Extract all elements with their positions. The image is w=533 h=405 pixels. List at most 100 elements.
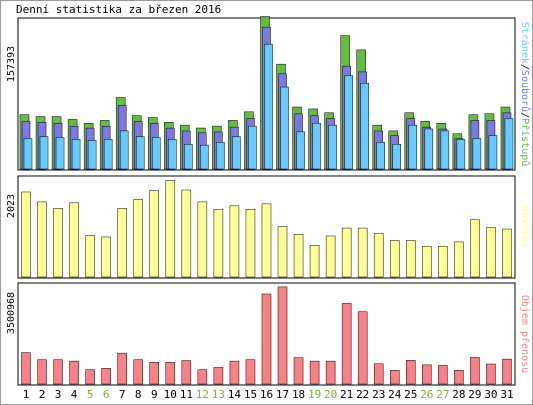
x-tick-label-19: 19 <box>308 388 321 401</box>
legend-Souborů: Souborů <box>519 70 531 112</box>
x-tick-label-14: 14 <box>228 388 242 401</box>
x-tick-label-4: 4 <box>71 388 78 401</box>
volume-bar-1 <box>21 352 31 385</box>
visits-bar-14 <box>229 205 240 278</box>
x-tick-label-1: 1 <box>23 388 30 401</box>
hits-bar-Stránek-22 <box>360 82 369 170</box>
volume-bar-2 <box>37 359 47 385</box>
volume-bar-11 <box>181 360 192 385</box>
hits-bar-Stránek-3 <box>55 137 65 170</box>
visits-bar-28 <box>454 241 464 278</box>
volume-bar-13 <box>213 367 224 385</box>
visits-bar-19 <box>309 245 320 278</box>
volume-bar-27 <box>438 365 448 385</box>
x-tick-label-11: 11 <box>180 388 193 401</box>
x-tick-label-10: 10 <box>164 388 177 401</box>
visits-legend: Návštěv <box>519 206 531 248</box>
legend-separator: / <box>519 112 530 118</box>
volume-bar-18 <box>293 357 304 385</box>
visits-bar-27 <box>438 246 448 278</box>
x-tick-label-22: 22 <box>356 388 369 401</box>
x-tick-label-5: 5 <box>87 388 94 401</box>
x-tick-label-25: 25 <box>404 388 417 401</box>
hits-bar-Stránek-11 <box>184 143 193 170</box>
hits-bar-Stránek-16 <box>264 43 273 170</box>
hits-legend: Stránek/Souborů/Přístupů <box>519 22 531 167</box>
hits-bar-Stránek-14 <box>232 136 241 170</box>
visits-bar-8 <box>133 199 143 278</box>
visits-bar-24 <box>389 240 400 278</box>
hits-bar-Stránek-4 <box>71 139 81 170</box>
visits-bar-25 <box>406 240 416 278</box>
x-tick-label-16: 16 <box>260 388 273 401</box>
visits-bar-22 <box>357 227 368 278</box>
x-tick-label-9: 9 <box>151 388 158 401</box>
x-tick-label-2: 2 <box>39 388 46 401</box>
hits-bar-Stránek-17 <box>280 86 289 170</box>
visits-bar-12 <box>197 201 208 278</box>
x-tick-label-31: 31 <box>500 388 513 401</box>
volume-legend: Objem přenosu <box>519 295 531 373</box>
visits-bar-21 <box>341 227 352 278</box>
volume-bar-20 <box>325 360 336 385</box>
visits-bar-16 <box>261 203 272 278</box>
x-tick-label-24: 24 <box>388 388 402 401</box>
volume-bar-14 <box>229 360 240 385</box>
visits-bar-6 <box>101 236 111 278</box>
x-tick-label-28: 28 <box>452 388 465 401</box>
volume-bar-7 <box>117 352 127 385</box>
volume-bar-21 <box>341 303 352 385</box>
legend-Přístupů: Přístupů <box>519 118 531 166</box>
x-tick-label-17: 17 <box>276 388 289 401</box>
visits-bar-1 <box>21 191 31 278</box>
volume-bar-23 <box>373 363 384 385</box>
volume-bar-26 <box>422 364 432 385</box>
x-tick-label-26: 26 <box>420 388 433 401</box>
visits-bar-18 <box>293 234 304 278</box>
hits-bar-Stránek-2 <box>39 136 49 170</box>
volume-ymax-label: 3500968 <box>6 292 17 334</box>
hits-bar-Stránek-8 <box>135 136 145 170</box>
chart-title: Denní statistika za březen 2016 <box>16 3 222 16</box>
volume-bar-31 <box>502 358 512 385</box>
hits-bar-Stránek-24 <box>392 143 401 170</box>
visits-bar-7 <box>117 208 127 278</box>
hits-bar-Stránek-9 <box>152 137 161 170</box>
visits-bar-30 <box>486 227 496 278</box>
hits-ymax-label: 157393 <box>6 46 17 82</box>
visits-bar-13 <box>213 209 224 278</box>
x-tick-label-6: 6 <box>103 388 110 401</box>
hits-bar-Stránek-28 <box>456 139 466 170</box>
x-tick-label-3: 3 <box>55 388 62 401</box>
hits-bar-Stránek-6 <box>103 139 113 170</box>
hits-bar-Stránek-19 <box>312 123 321 170</box>
hits-bar-Stránek-13 <box>216 142 225 170</box>
hits-bar-Stránek-30 <box>488 135 498 170</box>
visits-bar-11 <box>181 189 192 278</box>
visits-bar-4 <box>69 202 79 278</box>
visits-bar-15 <box>245 209 256 278</box>
x-tick-label-15: 15 <box>244 388 257 401</box>
volume-bar-4 <box>69 360 79 385</box>
x-tick-label-21: 21 <box>340 388 353 401</box>
visits-bar-26 <box>422 246 432 278</box>
x-tick-label-20: 20 <box>324 388 337 401</box>
visits-bar-23 <box>373 233 384 278</box>
hits-bar-Stránek-25 <box>408 124 418 170</box>
x-tick-label-7: 7 <box>119 388 126 401</box>
hits-bar-Stránek-29 <box>472 138 482 170</box>
volume-bar-5 <box>85 369 95 385</box>
volume-bar-29 <box>470 357 480 385</box>
hits-bar-Stránek-1 <box>23 138 33 170</box>
visits-bar-29 <box>470 219 480 278</box>
hits-bar-Stránek-31 <box>504 118 514 170</box>
visits-bar-20 <box>325 235 336 278</box>
hits-bar-Stránek-5 <box>87 140 97 170</box>
volume-bar-16 <box>261 293 272 385</box>
visits-bar-5 <box>85 235 95 278</box>
hits-bar-Stránek-27 <box>440 130 450 170</box>
hits-bar-Stránek-23 <box>376 142 385 170</box>
hits-bar-Stránek-12 <box>200 144 209 170</box>
volume-bar-25 <box>406 360 416 385</box>
